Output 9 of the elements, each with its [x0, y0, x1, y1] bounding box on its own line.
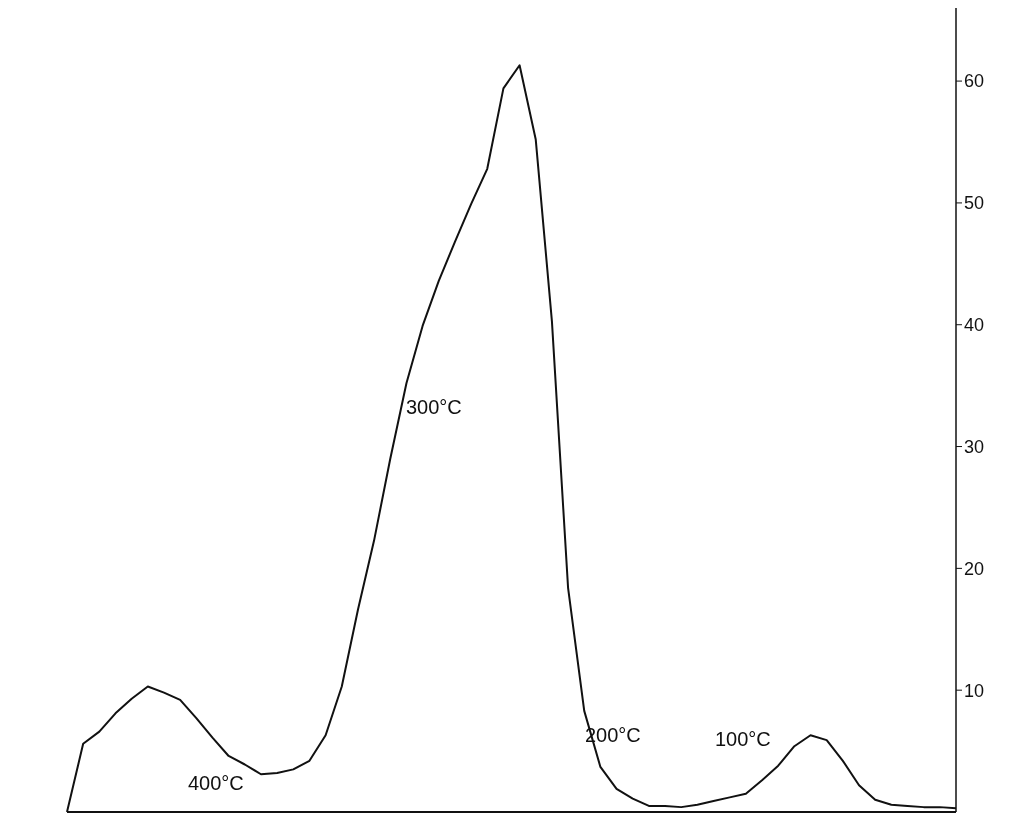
- annotation: 400°C: [187, 772, 245, 794]
- y-tick-label: 40: [964, 315, 985, 336]
- y-tick-label: 50: [964, 193, 985, 214]
- y-tick-label: 20: [964, 558, 985, 579]
- y-tick-label: 10: [964, 680, 985, 701]
- annotation: 100°C: [714, 728, 772, 750]
- annotation: 300°C: [405, 396, 463, 418]
- y-tick-label: 30: [964, 436, 985, 457]
- y-tick-label: 60: [964, 71, 985, 92]
